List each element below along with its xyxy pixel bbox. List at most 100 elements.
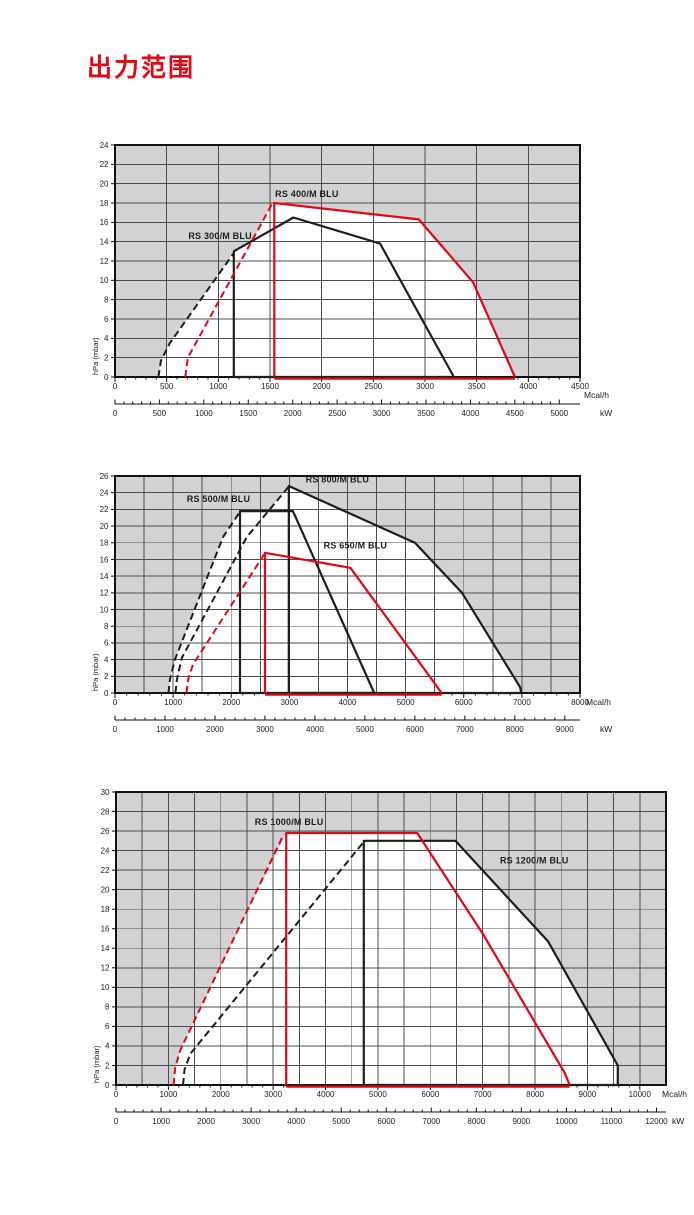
kw-tick-label: 5000 <box>550 409 568 418</box>
y-tick-label: 8 <box>104 622 109 631</box>
grid <box>115 145 580 377</box>
y-tick-label: 18 <box>100 539 109 548</box>
y-tick-label: 12 <box>101 964 110 973</box>
mcal-tick-label: 0 <box>113 698 118 707</box>
y-tick-label: 24 <box>101 846 110 855</box>
kw-tick-label: 0 <box>113 409 118 418</box>
rs-1000-m-blu-label: RS 1000/M BLU <box>255 817 324 827</box>
mcal-tick-label: 8000 <box>571 698 589 707</box>
kw-tick-label: 4000 <box>462 409 480 418</box>
mcal-tick-label: 4000 <box>339 698 357 707</box>
rs-500-m-blu-working-field-curve <box>238 510 376 694</box>
y-tick-label: 4 <box>104 655 109 664</box>
y-tick-label: 8 <box>104 295 109 304</box>
rs-400-m-blu-label: RS 400/M BLU <box>275 189 338 199</box>
mcal-tick-label: 2000 <box>212 1090 230 1099</box>
mcal-tick-label: 1000 <box>164 698 182 707</box>
kw-tick-label: 1500 <box>239 409 257 418</box>
y-tick-label: 6 <box>105 1022 110 1031</box>
kw-tick-label: 0 <box>114 1117 119 1126</box>
mcal-tick-label: 4500 <box>571 382 589 391</box>
mcal-tick-label: 9000 <box>579 1090 597 1099</box>
y-tick-label: 4 <box>105 1042 110 1051</box>
y-tick-label: 28 <box>101 807 110 816</box>
rs-1200-m-blu-label: RS 1200/M BLU <box>500 855 569 865</box>
kw-tick-label: 500 <box>153 409 167 418</box>
kw-tick-label: 1000 <box>195 409 213 418</box>
kw-tick-label: 2000 <box>197 1117 215 1126</box>
mcal-tick-label: 4000 <box>519 382 537 391</box>
rs-400-m-blu-min-load-curve <box>184 203 273 378</box>
y-tick-label: 12 <box>100 589 109 598</box>
y-tick-label: 26 <box>101 827 110 836</box>
kw-axis: 0 1000 2000 3000 4000 5000 6000 7000 8000 9000 kW <box>113 715 612 734</box>
rs-500-m-blu-min-load-curve <box>167 511 241 694</box>
y-tick-label: 18 <box>100 199 109 208</box>
kw-tick-label: 5000 <box>332 1117 350 1126</box>
y-tick-label: 10 <box>100 605 109 614</box>
y-tick-label: 16 <box>100 218 109 227</box>
y-tick-label: 0 <box>105 1081 110 1090</box>
mcal-unit-label: Mcal/h <box>584 390 609 400</box>
y-tick-label: 2 <box>104 672 109 681</box>
y-tick-label: 10 <box>101 983 110 992</box>
kw-tick-label: 0 <box>113 725 118 734</box>
y-axis-title: hPa (mbar) <box>91 653 100 691</box>
y-tick-label: 14 <box>100 572 109 581</box>
y-tick-label: 20 <box>100 522 109 531</box>
mcal-tick-label: 3000 <box>280 698 298 707</box>
rs-650-m-blu-working-field-curve <box>263 551 443 694</box>
rs-650-m-blu-min-load-curve <box>185 553 266 694</box>
working-range-region <box>158 203 515 377</box>
rs-800-m-blu-working-field-curve <box>287 484 523 694</box>
y-tick-label: 2 <box>105 1061 110 1070</box>
y-axis-title: hPa (mbar) <box>91 337 100 375</box>
y-tick-label: 26 <box>100 472 109 481</box>
series-rs-400-m-blu: RS 400/M BLU <box>184 189 516 380</box>
kw-tick-label: 7000 <box>456 725 474 734</box>
mcal-tick-label: 2500 <box>364 382 382 391</box>
rs-1000-m-blu-working-field-curve <box>285 831 571 1086</box>
kw-unit-label: kW <box>600 724 612 734</box>
y-tick-label: 24 <box>100 141 109 150</box>
kw-tick-label: 12000 <box>645 1117 668 1126</box>
y-tick-label: 6 <box>104 639 109 648</box>
y-tick-label: 14 <box>101 944 110 953</box>
rs-1200-m-blu-working-field-curve <box>362 839 619 1085</box>
kw-unit-label: kW <box>672 1116 684 1126</box>
y-tick-label: 22 <box>100 160 109 169</box>
mcal-tick-label: 3000 <box>416 382 434 391</box>
kw-tick-label: 4000 <box>306 725 324 734</box>
mcal-tick-label: 6000 <box>455 698 473 707</box>
rs-800-m-blu-label: RS 800/M BLU <box>306 475 369 485</box>
kw-tick-label: 8000 <box>467 1117 485 1126</box>
kw-tick-label: 7000 <box>422 1117 440 1126</box>
kw-tick-label: 9000 <box>512 1117 530 1126</box>
rs-300-m-blu-label: RS 300/M BLU <box>188 231 251 241</box>
y-tick-label: 0 <box>104 689 109 698</box>
series-rs-1200-m-blu: RS 1200/M BLU <box>182 839 619 1087</box>
mcal-tick-label: 3500 <box>468 382 486 391</box>
mcal-tick-label: 4000 <box>317 1090 335 1099</box>
y-tick-label: 0 <box>104 373 109 382</box>
y-axis-title: hPa (mbar) <box>92 1045 101 1083</box>
mcal-axis: 0 500 1000 1500 2000 2500 3000 3500 4000 4500Mcal… <box>113 377 609 400</box>
kw-unit-label: kW <box>600 408 612 418</box>
y-tick-label: 14 <box>100 237 109 246</box>
mcal-tick-label: 8000 <box>526 1090 544 1099</box>
y-tick-label: 22 <box>101 866 110 875</box>
series-rs-300-m-blu: RS 300/M BLU <box>157 216 455 379</box>
mcal-tick-label: 1500 <box>261 382 279 391</box>
mcal-tick-label: 5000 <box>369 1090 387 1099</box>
mcal-tick-label: 2000 <box>222 698 240 707</box>
page-title: 出力范围 <box>87 54 196 82</box>
mcal-tick-label: 2000 <box>313 382 331 391</box>
kw-tick-label: 2000 <box>284 409 302 418</box>
mcal-tick-label: 0 <box>113 382 118 391</box>
working-range-region <box>173 833 618 1085</box>
kw-tick-label: 1000 <box>156 725 174 734</box>
